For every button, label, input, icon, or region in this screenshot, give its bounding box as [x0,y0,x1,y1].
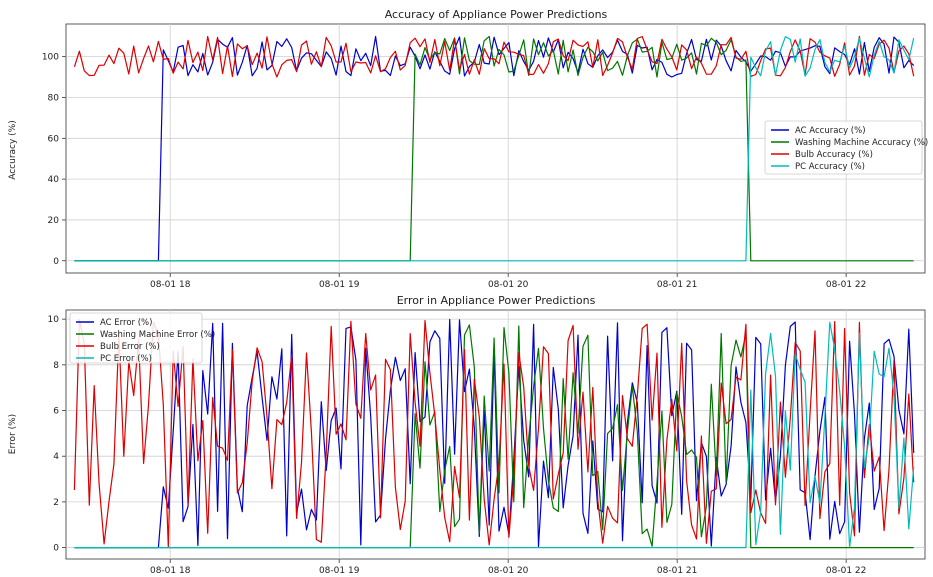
y-tick-label: 0 [53,544,59,554]
legend-entry: Washing Machine Accuracy (%) [795,138,928,148]
legend-entry: AC Accuracy (%) [795,126,866,136]
series-line-2 [73,319,915,548]
y-tick-label: 0 [53,257,59,267]
legend-entry: Bulb Error (%) [100,342,160,352]
chart-title: Error in Appliance Power Predictions [397,294,596,307]
legend-box [764,120,923,175]
legend-entry: AC Error (%) [100,318,152,328]
y-tick-label: 4 [53,452,59,462]
y-tick-label: 8 [53,361,59,371]
x-tick-label: 08-01 19 [319,566,360,573]
legend-entry: Bulb Accuracy (%) [795,150,873,160]
x-tick-label: 08-01 21 [657,280,697,290]
x-tick-label: 08-01 18 [150,280,191,290]
legend-entry: PC Error (%) [100,354,152,364]
x-tick-label: 08-01 20 [488,566,529,573]
chart-title: Accuracy of Appliance Power Predictions [385,8,608,21]
y-axis-label: Error (%) [8,414,18,454]
legend-box [69,312,203,364]
y-tick-label: 80 [48,93,60,103]
series-line-3 [74,36,915,262]
y-tick-label: 60 [48,134,60,144]
x-tick-label: 08-01 22 [826,566,866,573]
y-tick-label: 2 [53,498,59,508]
x-tick-label: 08-01 21 [657,566,697,573]
x-tick-label: 08-01 20 [488,280,529,290]
y-tick-label: 100 [42,53,59,63]
series-line-3 [74,321,915,549]
y-tick-label: 10 [48,315,60,325]
accuracy-chart: Accuracy of Appliance Power Predictions … [8,8,928,290]
error-chart: Error in Appliance Power Predictions Err… [8,294,926,576]
legend-entry: PC Accuracy (%) [795,162,865,172]
y-tick-label: 6 [53,407,59,417]
x-tick-label: 08-01 19 [319,280,360,290]
y-tick-label: 40 [48,175,60,185]
y-axis-label: Accuracy (%) [8,120,18,180]
x-tick-label: 08-01 22 [826,280,866,290]
x-tick-label: 08-01 18 [150,566,191,573]
legend-entry: Washing Machine Error (%) [100,330,215,340]
y-tick-label: 20 [48,216,60,226]
